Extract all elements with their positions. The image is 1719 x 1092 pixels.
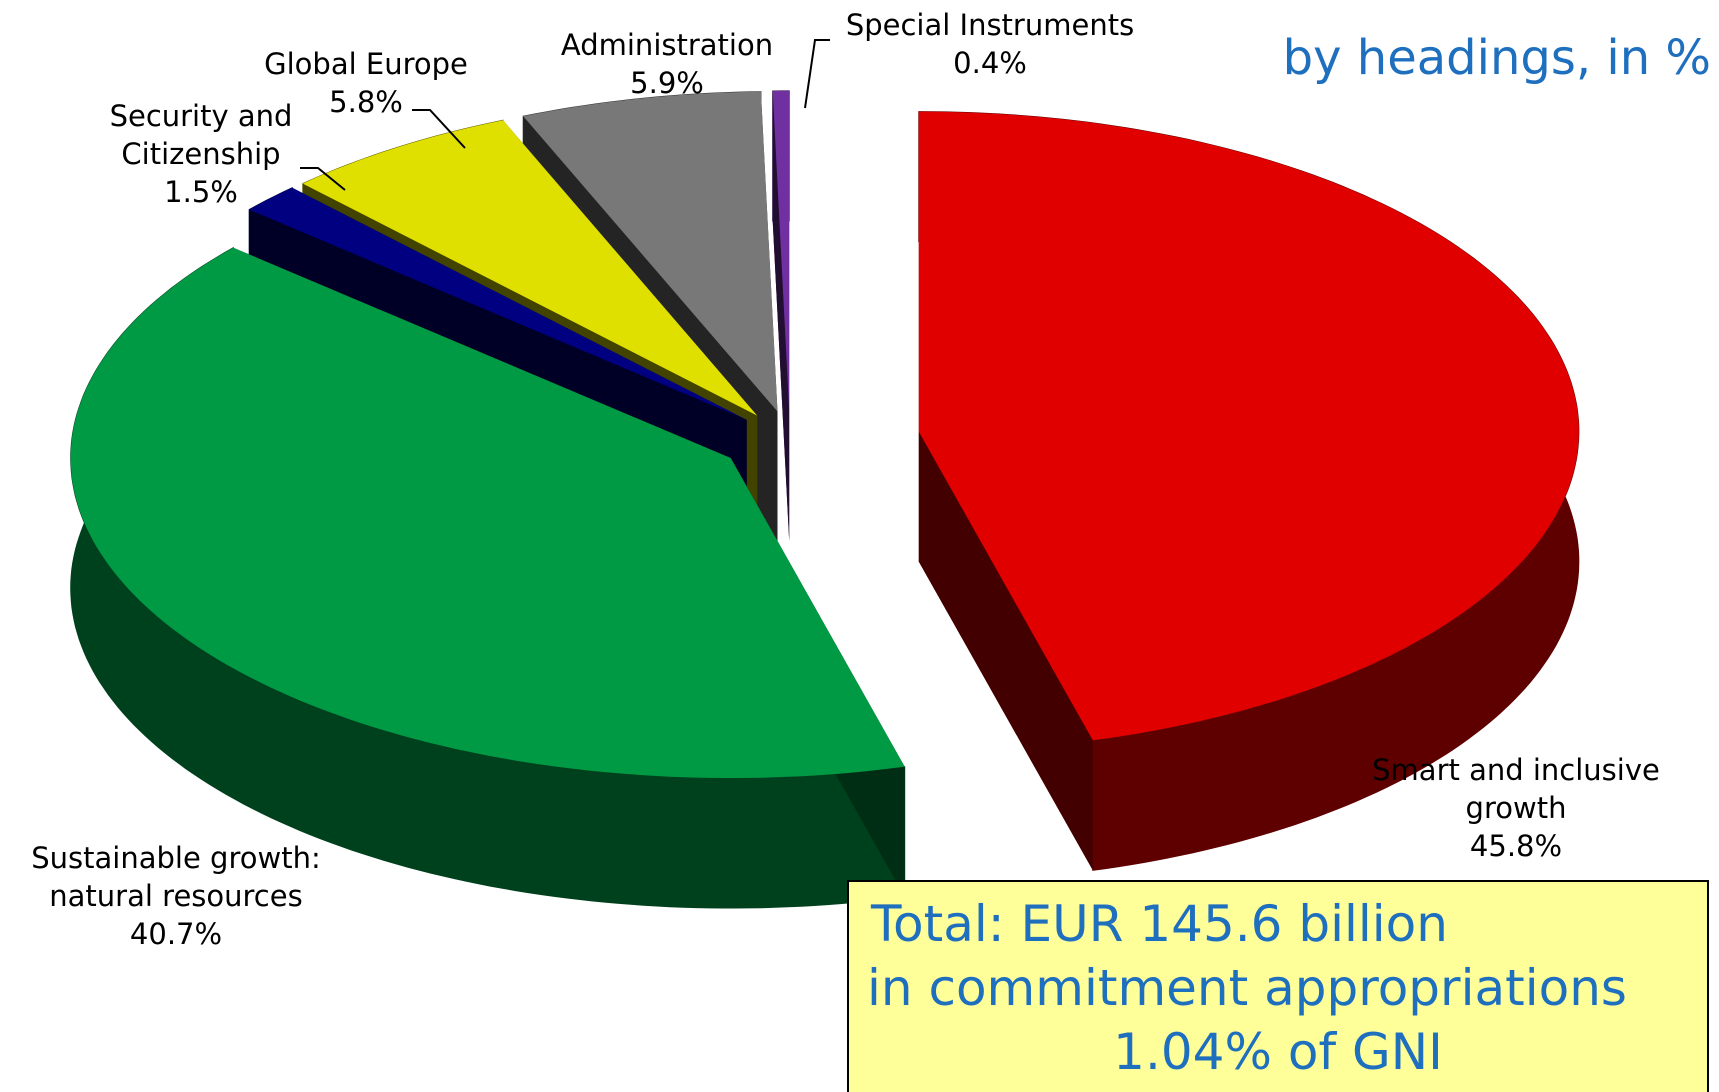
slice-label: Administration 5.9% <box>537 26 797 102</box>
slice-label: Global Europe 5.8% <box>236 45 496 121</box>
slice-top <box>523 91 778 412</box>
chart-title: by headings, in % <box>1282 30 1711 86</box>
leader-line <box>300 167 346 191</box>
slice-top <box>249 187 747 420</box>
category-label: Smart and inclusive growth <box>1372 753 1660 825</box>
value-label: 5.9% <box>630 66 704 100</box>
slice <box>772 90 790 541</box>
value-label: 1.5% <box>164 175 238 209</box>
slice-top <box>302 120 758 416</box>
category-label: Sustainable growth: natural resources <box>31 841 321 913</box>
slice-label: Sustainable growth: natural resources 40.… <box>0 839 356 953</box>
slice-top <box>70 247 905 778</box>
annotation: in commitment appropriations <box>867 959 1627 1017</box>
slice <box>918 111 1580 871</box>
category-label: Global Europe <box>264 47 468 81</box>
value-label: 40.7% <box>129 917 223 951</box>
value-label: 45.8% <box>1469 829 1563 863</box>
value-label: 0.4% <box>953 46 1027 80</box>
category-label: Special Instruments <box>845 8 1135 42</box>
value-label: 5.8% <box>329 85 403 119</box>
slice-wall <box>918 431 1093 871</box>
annotation: Total: EUR 145.6 billion <box>871 895 1448 953</box>
slice-wall <box>772 91 790 541</box>
annotation: 1.04% of GNI <box>1113 1023 1443 1081</box>
leader-line <box>804 39 830 109</box>
slice-label: Smart and inclusive growth 45.8% <box>1356 751 1676 865</box>
leader-line <box>412 109 466 149</box>
slice-top <box>772 90 790 411</box>
slice <box>70 246 906 909</box>
slice-label: Security and Citizenship 1.5% <box>86 97 316 211</box>
annotation-box: Total: EUR 145.6 billion in commitment a… <box>847 880 1709 1092</box>
category-label: Administration <box>560 28 774 62</box>
category-label: Security and Citizenship <box>109 99 293 171</box>
slice-top <box>918 111 1579 741</box>
slice-label: Special Instruments 0.4% <box>820 6 1160 82</box>
